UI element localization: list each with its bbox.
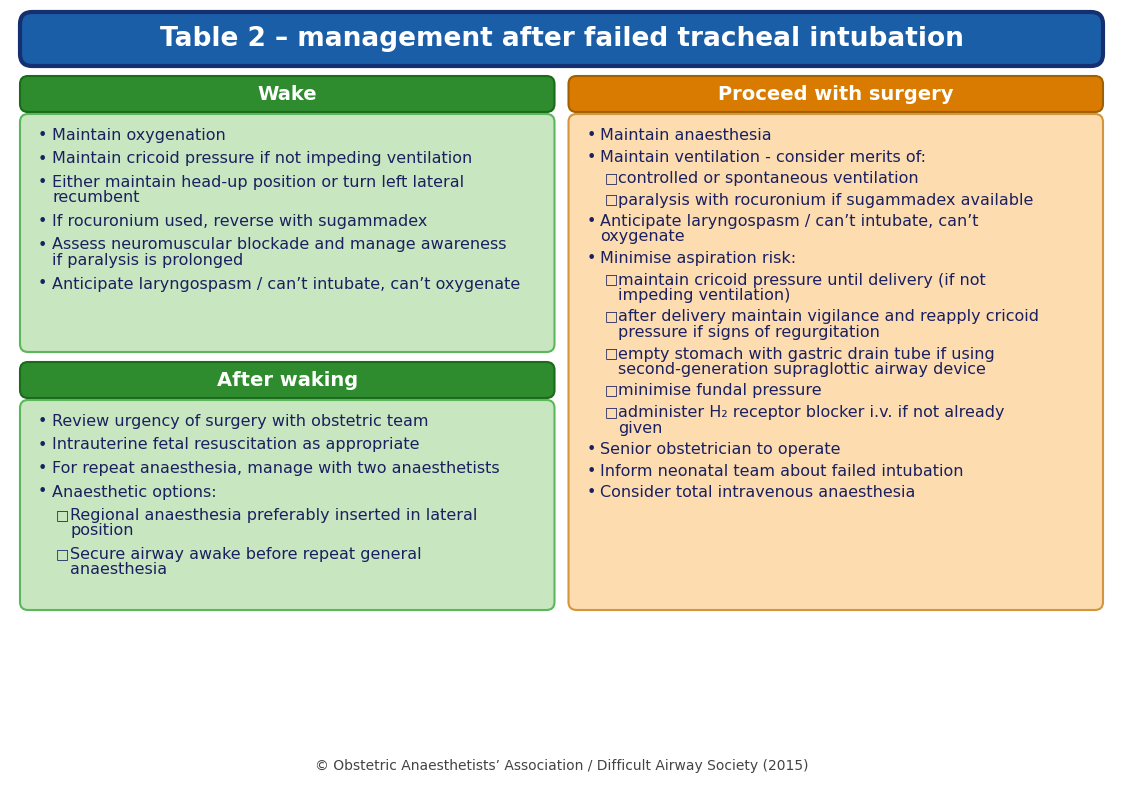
Text: After waking: After waking (217, 371, 358, 390)
Text: •: • (586, 464, 596, 479)
Text: □: □ (604, 346, 618, 360)
Text: □: □ (604, 192, 618, 206)
Text: Minimise aspiration risk:: Minimise aspiration risk: (601, 251, 796, 266)
Text: For repeat anaesthesia, manage with two anaesthetists: For repeat anaesthesia, manage with two … (52, 461, 500, 476)
Text: empty stomach with gastric drain tube if using: empty stomach with gastric drain tube if… (619, 346, 995, 361)
FancyBboxPatch shape (20, 114, 555, 352)
Text: anaesthesia: anaesthesia (70, 562, 167, 577)
Text: □: □ (56, 547, 70, 561)
Text: •: • (586, 128, 596, 143)
Text: Assess neuromuscular blockade and manage awareness: Assess neuromuscular blockade and manage… (52, 237, 506, 252)
Text: if paralysis is prolonged: if paralysis is prolonged (52, 253, 244, 268)
Text: Regional anaesthesia preferably inserted in lateral: Regional anaesthesia preferably inserted… (70, 508, 477, 523)
Text: Proceed with surgery: Proceed with surgery (718, 84, 953, 103)
Text: Anaesthetic options:: Anaesthetic options: (52, 484, 217, 499)
Text: □: □ (604, 272, 618, 287)
Text: •: • (38, 237, 47, 252)
Text: Senior obstetrician to operate: Senior obstetrician to operate (601, 442, 841, 457)
FancyBboxPatch shape (568, 114, 1103, 610)
Text: after delivery maintain vigilance and reapply cricoid: after delivery maintain vigilance and re… (619, 310, 1040, 325)
Text: Intrauterine fetal resuscitation as appropriate: Intrauterine fetal resuscitation as appr… (52, 437, 420, 453)
Text: □: □ (604, 171, 618, 185)
Text: □: □ (604, 310, 618, 323)
Text: Anticipate laryngospasm / can’t intubate, can’t oxygenate: Anticipate laryngospasm / can’t intubate… (52, 276, 520, 291)
FancyBboxPatch shape (20, 362, 555, 398)
Text: © Obstetric Anaesthetists’ Association / Difficult Airway Society (2015): © Obstetric Anaesthetists’ Association /… (314, 759, 809, 773)
Text: •: • (586, 485, 596, 500)
Text: □: □ (604, 384, 618, 398)
FancyBboxPatch shape (568, 76, 1103, 112)
Text: •: • (38, 214, 47, 229)
Text: •: • (586, 149, 596, 164)
Text: given: given (619, 421, 663, 435)
Text: •: • (38, 437, 47, 453)
Text: oxygenate: oxygenate (601, 229, 685, 245)
Text: Review urgency of surgery with obstetric team: Review urgency of surgery with obstetric… (52, 414, 429, 429)
Text: If rocuronium used, reverse with sugammadex: If rocuronium used, reverse with sugamma… (52, 214, 428, 229)
Text: maintain cricoid pressure until delivery (if not: maintain cricoid pressure until delivery… (619, 272, 986, 287)
Text: □: □ (604, 405, 618, 419)
Text: Wake: Wake (257, 84, 317, 103)
Text: recumbent: recumbent (52, 191, 139, 206)
Text: •: • (586, 442, 596, 457)
Text: position: position (70, 523, 134, 538)
Text: second-generation supraglottic airway device: second-generation supraglottic airway de… (619, 362, 986, 377)
Text: pressure if signs of regurgitation: pressure if signs of regurgitation (619, 325, 880, 340)
Text: controlled or spontaneous ventilation: controlled or spontaneous ventilation (619, 171, 919, 186)
Text: •: • (38, 484, 47, 499)
Text: •: • (38, 414, 47, 429)
Text: Secure airway awake before repeat general: Secure airway awake before repeat genera… (70, 547, 421, 562)
Text: •: • (586, 214, 596, 229)
Text: Maintain oxygenation: Maintain oxygenation (52, 128, 226, 143)
Text: •: • (586, 251, 596, 266)
Text: minimise fundal pressure: minimise fundal pressure (619, 384, 822, 399)
FancyBboxPatch shape (20, 12, 1103, 66)
Text: Inform neonatal team about failed intubation: Inform neonatal team about failed intuba… (601, 464, 964, 479)
Text: •: • (38, 152, 47, 167)
Text: •: • (38, 461, 47, 476)
Text: Maintain cricoid pressure if not impeding ventilation: Maintain cricoid pressure if not impedin… (52, 152, 473, 167)
Text: Maintain anaesthesia: Maintain anaesthesia (601, 128, 773, 143)
Text: •: • (38, 175, 47, 190)
Text: •: • (38, 128, 47, 143)
Text: Maintain ventilation - consider merits of:: Maintain ventilation - consider merits o… (601, 149, 926, 164)
FancyBboxPatch shape (20, 400, 555, 610)
Text: Consider total intravenous anaesthesia: Consider total intravenous anaesthesia (601, 485, 916, 500)
Text: Either maintain head-up position or turn left lateral: Either maintain head-up position or turn… (52, 175, 464, 190)
FancyBboxPatch shape (20, 76, 555, 112)
Text: impeding ventilation): impeding ventilation) (619, 288, 791, 303)
Text: Table 2 – management after failed tracheal intubation: Table 2 – management after failed trache… (159, 26, 964, 52)
Text: administer H₂ receptor blocker i.v. if not already: administer H₂ receptor blocker i.v. if n… (619, 405, 1005, 420)
Text: paralysis with rocuronium if sugammadex available: paralysis with rocuronium if sugammadex … (619, 192, 1034, 207)
Text: Anticipate laryngospasm / can’t intubate, can’t: Anticipate laryngospasm / can’t intubate… (601, 214, 979, 229)
Text: □: □ (56, 508, 70, 522)
Text: •: • (38, 276, 47, 291)
